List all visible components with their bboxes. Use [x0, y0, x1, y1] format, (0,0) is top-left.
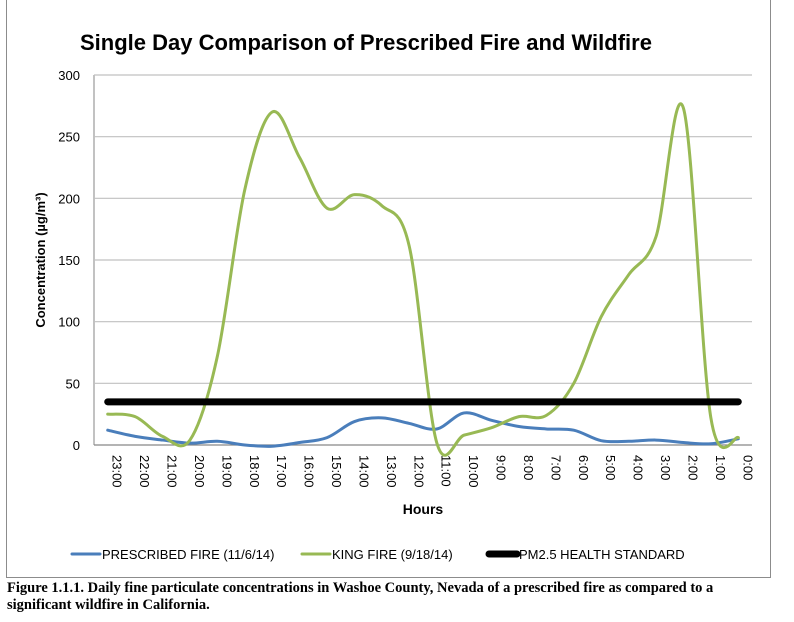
figure-caption: Figure 1.1.1. Daily fine particulate con… [7, 580, 714, 613]
x-tick-label: 13:00 [384, 455, 399, 488]
x-tick-label: 15:00 [329, 455, 344, 488]
legend-label: PM2.5 HEALTH STANDARD [519, 547, 685, 562]
x-tick-label: 16:00 [302, 455, 317, 488]
x-tick-label: 10:00 [466, 455, 481, 488]
legend-label: KING FIRE (9/18/14) [332, 547, 453, 562]
x-axis-label: Hours [403, 501, 444, 517]
x-tick-label: 3:00 [658, 455, 673, 480]
x-tick-label: 12:00 [411, 455, 426, 488]
x-tick-label: 8:00 [521, 455, 536, 480]
x-tick-label: 6:00 [576, 455, 591, 480]
x-tick-label: 19:00 [219, 455, 234, 488]
chart-frame [6, 0, 771, 578]
legend-label: PRESCRIBED FIRE (11/6/14) [102, 547, 274, 562]
x-tick-label: 18:00 [247, 455, 262, 488]
x-tick-label: 22:00 [137, 455, 152, 488]
x-tick-label: 9:00 [494, 455, 509, 480]
x-tick-label: 2:00 [685, 455, 700, 480]
x-tick-label: 21:00 [165, 455, 180, 488]
x-tick-label: 4:00 [631, 455, 646, 480]
x-tick-label: 11:00 [439, 455, 454, 487]
y-tick-label: 0 [73, 438, 80, 453]
x-tick-label: 23:00 [110, 455, 125, 488]
series-line-2 [106, 102, 740, 457]
y-axis-label: Concentration (µg/m³) [33, 192, 48, 327]
y-tick-label: 100 [58, 315, 80, 330]
x-tick-label: 0:00 [740, 455, 755, 480]
y-tick-label: 150 [58, 253, 80, 268]
y-tick-label: 200 [58, 191, 80, 206]
line-chart: Single Day Comparison of Prescribed Fire… [33, 30, 755, 562]
y-tick-label: 250 [58, 130, 80, 145]
chart-title: Single Day Comparison of Prescribed Fire… [80, 30, 652, 55]
x-tick-label: 1:00 [713, 455, 728, 480]
series-line-1 [106, 411, 740, 448]
x-tick-label: 14:00 [356, 455, 371, 488]
y-tick-label: 50 [66, 376, 80, 391]
y-tick-label: 300 [58, 68, 80, 83]
x-tick-label: 17:00 [274, 455, 289, 488]
x-tick-label: 20:00 [192, 455, 207, 488]
x-tick-label: 5:00 [603, 455, 618, 480]
x-tick-label: 7:00 [548, 455, 563, 480]
